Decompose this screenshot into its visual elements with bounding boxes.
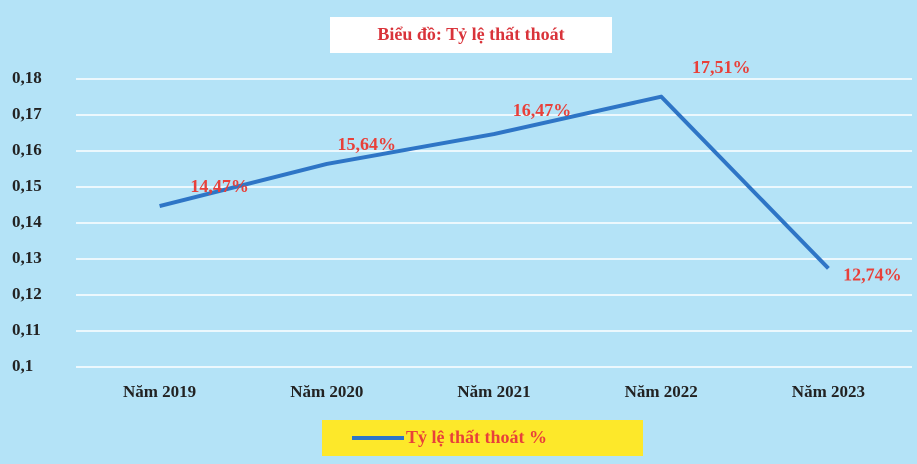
data-label: 17,51% — [692, 57, 751, 77]
x-tick-label: Năm 2020 — [290, 382, 363, 401]
y-tick-label: 0,13 — [12, 248, 42, 267]
data-label: 12,74% — [843, 264, 902, 284]
y-tick-label: 0,11 — [12, 320, 41, 339]
data-label: 16,47% — [513, 100, 572, 120]
title-box — [330, 17, 612, 53]
x-tick-label: Năm 2022 — [625, 382, 698, 401]
y-tick-label: 0,18 — [12, 68, 42, 87]
y-tick-label: 0,14 — [12, 212, 42, 231]
data-label: 15,64% — [338, 134, 397, 154]
x-tick-label: Năm 2021 — [457, 382, 530, 401]
legend-label: Tỷ lệ thất thoát % — [406, 427, 547, 447]
x-tick-label: Năm 2019 — [123, 382, 196, 401]
y-tick-label: 0,16 — [12, 140, 42, 159]
y-tick-label: 0,17 — [12, 104, 42, 123]
x-tick-label: Năm 2023 — [792, 382, 865, 401]
data-line — [159, 94, 830, 270]
y-tick-label: 0,12 — [12, 284, 42, 303]
y-tick-label: 0,1 — [12, 356, 33, 375]
y-tick-label: 0,15 — [12, 176, 42, 195]
data-label: 14,47% — [190, 176, 249, 196]
chart-title: Biểu đồ: Tỷ lệ thất thoát — [377, 24, 564, 44]
